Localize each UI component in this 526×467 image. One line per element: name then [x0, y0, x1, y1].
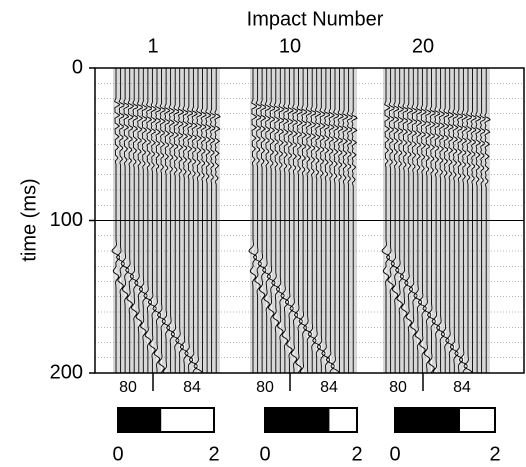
- panel-label: 10: [279, 35, 301, 57]
- y-tick-label: 200: [50, 361, 83, 383]
- colorbar-fill: [265, 408, 330, 432]
- x-tick-label: 84: [183, 379, 201, 396]
- colorbar-fill: [118, 408, 162, 432]
- colorbar-tick-label: 2: [489, 443, 500, 465]
- colorbar-tick-label: 0: [112, 443, 123, 465]
- colorbar-tick-label: 0: [259, 443, 270, 465]
- x-tick-label: 80: [119, 379, 137, 396]
- colorbar-frame: [117, 407, 215, 433]
- y-tick-label: 0: [72, 56, 83, 78]
- colorbar-frame: [394, 407, 496, 433]
- panel-label: 20: [412, 35, 434, 57]
- colorbar-frame: [264, 407, 358, 433]
- y-axis-label: time (ms): [18, 178, 40, 261]
- x-tick-label: 80: [389, 379, 407, 396]
- y-tick-label: 100: [50, 209, 83, 231]
- colorbar-tick-label: 2: [208, 443, 219, 465]
- colorbar-tick-label: 0: [389, 443, 400, 465]
- x-tick-label: 84: [453, 379, 471, 396]
- x-tick-label: 84: [320, 379, 338, 396]
- colorbar-fill: [395, 408, 460, 432]
- panel-label: 1: [147, 35, 158, 57]
- figure-title: Impact Number: [247, 8, 384, 30]
- colorbar-tick-label: 2: [351, 443, 362, 465]
- x-tick-label: 80: [256, 379, 274, 396]
